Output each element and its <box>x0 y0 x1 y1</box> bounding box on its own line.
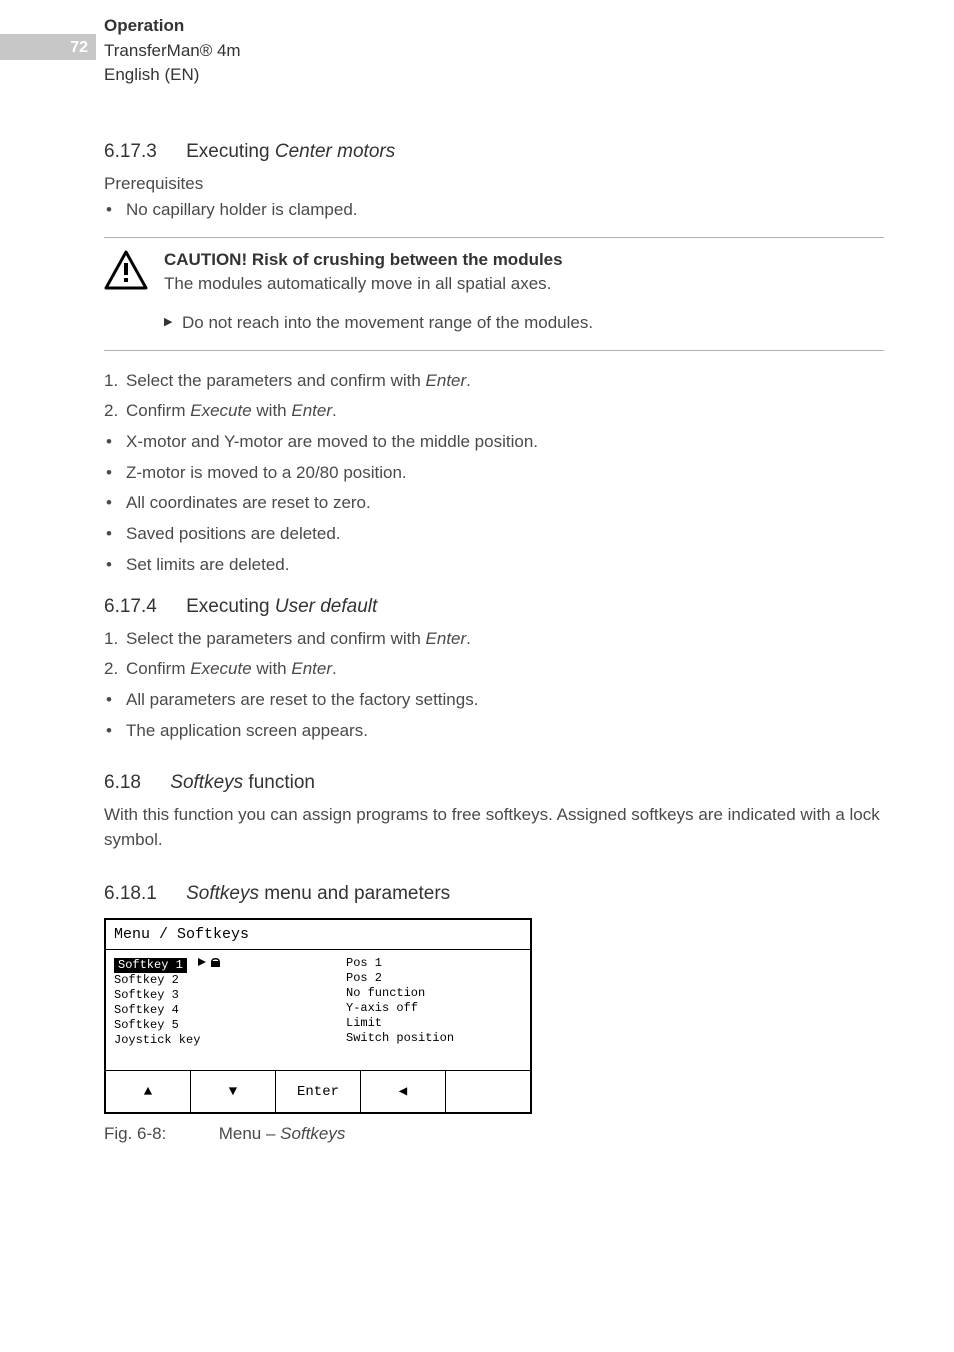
paragraph: With this function you can assign progra… <box>104 803 884 852</box>
list-item: 2. Confirm Execute with Enter. <box>104 399 884 424</box>
step-text: . <box>466 371 471 390</box>
softkey-row: ▲ ▼ Enter ◀ <box>106 1070 530 1112</box>
list-item: No capillary holder is clamped. <box>104 198 884 223</box>
step-italic: Enter <box>426 629 467 648</box>
figure-label-italic: Softkeys <box>280 1124 345 1143</box>
step-text: Confirm <box>126 401 190 420</box>
list-item: Saved positions are deleted. <box>104 522 884 547</box>
menu-item: Joystick key <box>114 1033 310 1048</box>
screen-title: Menu / Softkeys <box>106 920 530 951</box>
header-title: Operation <box>104 14 241 39</box>
option-item: No function <box>346 986 522 1001</box>
section-title-italic: Center motors <box>275 141 395 162</box>
section-title-prefix: Executing <box>186 596 275 617</box>
option-item: Pos 1 <box>346 956 522 971</box>
figure-label-prefix: Menu – <box>219 1124 280 1143</box>
option-item: Switch position <box>346 1031 522 1046</box>
softkey-down: ▼ <box>191 1071 276 1112</box>
screen-right-column: Pos 1 Pos 2 No function Y-axis off Limit… <box>318 950 530 1070</box>
section-number: 6.18.1 <box>104 880 157 908</box>
step-italic: Enter <box>291 401 332 420</box>
softkey-up: ▲ <box>106 1071 191 1112</box>
result-list: All parameters are reset to the factory … <box>104 688 884 743</box>
menu-item-selected: Softkey 1 <box>114 956 310 973</box>
page-number-tab: 72 <box>0 34 96 60</box>
section-heading: 6.17.4 Executing User default <box>104 593 884 621</box>
section-number: 6.18 <box>104 769 141 797</box>
section-title-suffix: menu and parameters <box>259 883 450 904</box>
step-italic: Execute <box>190 659 251 678</box>
list-item: Set limits are deleted. <box>104 553 884 578</box>
list-item: The application screen appears. <box>104 719 884 744</box>
softkey-left: ◀ <box>361 1071 446 1112</box>
step-text: . <box>332 659 337 678</box>
softkey-empty <box>446 1071 530 1112</box>
figure-number: Fig. 6-8: <box>104 1122 214 1147</box>
section-heading: 6.17.3 Executing Center motors <box>104 138 884 166</box>
section-title-italic: User default <box>275 596 377 617</box>
step-text: . <box>332 401 337 420</box>
device-screen: Menu / Softkeys Softkey 1 Softkey <box>104 918 532 1115</box>
screen-body: Softkey 1 Softkey 2 Softkey 3 Softkey 4 … <box>106 950 530 1070</box>
warning-icon <box>104 248 164 336</box>
header-language: English (EN) <box>104 63 241 88</box>
step-italic: Enter <box>426 371 467 390</box>
numbered-steps: 1. Select the parameters and confirm wit… <box>104 369 884 424</box>
section-number: 6.17.4 <box>104 593 157 621</box>
list-item: 2. Confirm Execute with Enter. <box>104 657 884 682</box>
list-item: 1. Select the parameters and confirm wit… <box>104 627 884 652</box>
step-text: . <box>466 629 471 648</box>
step-text: Confirm <box>126 659 190 678</box>
section-title-suffix: function <box>243 772 315 793</box>
step-text: with <box>252 659 292 678</box>
option-item: Limit <box>346 1016 522 1031</box>
step-italic: Execute <box>190 401 251 420</box>
caution-box: CAUTION! Risk of crushing between the mo… <box>104 237 884 351</box>
page-content: 6.17.3 Executing Center motors Prerequis… <box>104 138 884 1147</box>
step-text: with <box>252 401 292 420</box>
result-list: X-motor and Y-motor are moved to the mid… <box>104 430 884 577</box>
menu-item: Softkey 5 <box>114 1018 310 1033</box>
prerequisites-label: Prerequisites <box>104 172 884 197</box>
step-text: Select the parameters and confirm with <box>126 371 426 390</box>
prerequisites-list: No capillary holder is clamped. <box>104 198 884 223</box>
page-header: Operation TransferMan® 4m English (EN) <box>104 14 241 88</box>
section-heading: 6.18.1 Softkeys menu and parameters <box>104 880 884 908</box>
page-number: 72 <box>70 39 88 56</box>
option-item: Y-axis off <box>346 1001 522 1016</box>
step-italic: Enter <box>291 659 332 678</box>
list-item: All parameters are reset to the factory … <box>104 688 884 713</box>
menu-item-label: Softkey 1 <box>114 958 187 973</box>
section-title-italic: Softkeys <box>186 883 259 904</box>
caution-body: The modules automatically move in all sp… <box>164 272 884 297</box>
section-heading: 6.18 Softkeys function <box>104 769 884 797</box>
numbered-steps: 1. Select the parameters and confirm wit… <box>104 627 884 682</box>
list-item: 1. Select the parameters and confirm wit… <box>104 369 884 394</box>
screen-left-column: Softkey 1 Softkey 2 Softkey 3 Softkey 4 … <box>106 950 318 1070</box>
figure: Menu / Softkeys Softkey 1 Softkey <box>104 918 884 1147</box>
arrow-lock-icon <box>198 956 224 973</box>
figure-caption: Fig. 6-8: Menu – Softkeys <box>104 1122 884 1147</box>
menu-item: Softkey 2 <box>114 973 310 988</box>
section-title-italic: Softkeys <box>170 772 243 793</box>
section-number: 6.17.3 <box>104 138 157 166</box>
caution-action: Do not reach into the movement range of … <box>164 311 884 336</box>
section-title-prefix: Executing <box>186 141 275 162</box>
menu-item: Softkey 3 <box>114 988 310 1003</box>
list-item: X-motor and Y-motor are moved to the mid… <box>104 430 884 455</box>
menu-item: Softkey 4 <box>114 1003 310 1018</box>
softkey-enter: Enter <box>276 1071 361 1112</box>
caution-title: CAUTION! Risk of crushing between the mo… <box>164 248 884 273</box>
list-item: All coordinates are reset to zero. <box>104 491 884 516</box>
step-text: Select the parameters and confirm with <box>126 629 426 648</box>
header-product: TransferMan® 4m <box>104 39 241 64</box>
list-item: Z-motor is moved to a 20/80 position. <box>104 461 884 486</box>
option-item: Pos 2 <box>346 971 522 986</box>
caution-text: CAUTION! Risk of crushing between the mo… <box>164 248 884 336</box>
